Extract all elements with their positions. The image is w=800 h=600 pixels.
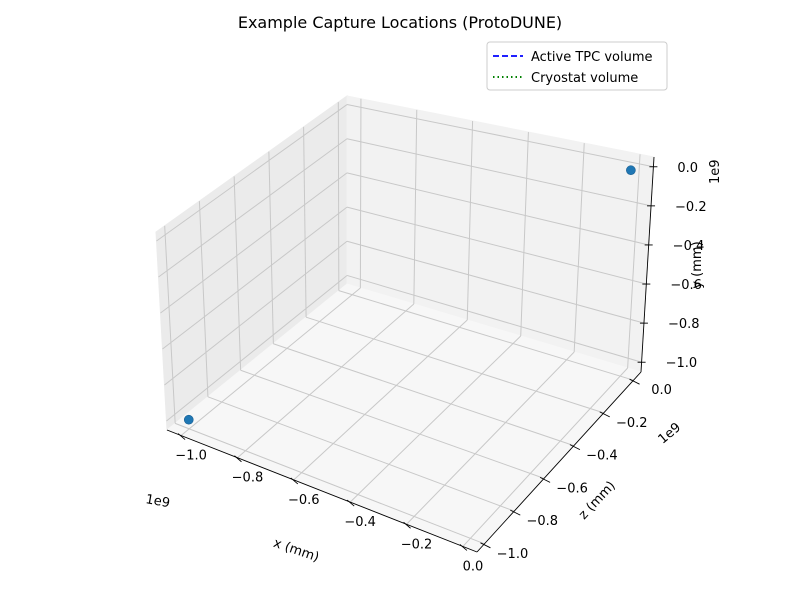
legend: Active TPC volume Cryostat volume	[486, 41, 668, 91]
x-tick-label: −0.4	[344, 515, 376, 530]
z-tick-label: −0.6	[556, 481, 588, 496]
x-gridline-back	[520, 132, 529, 337]
x-tick-label: 0.0	[463, 559, 484, 574]
z-gridline-floor	[240, 369, 545, 479]
x-tick-mark	[177, 433, 186, 440]
x-gridline-floor	[180, 287, 361, 436]
x-tick-mark	[234, 455, 242, 463]
x-axis-label: x (mm)	[271, 536, 321, 566]
x-tick-label: −0.8	[232, 471, 264, 486]
tick-labels: −1.0 −0.8 −0.6 −0.4 −0.2 0.0 −1.0 −0.8 −0.6 −0.4 −…	[175, 161, 706, 575]
x-gridline-floor	[406, 351, 575, 525]
z-gridline-floor	[273, 343, 575, 447]
z-tick-mark	[599, 411, 610, 418]
x-axis-line	[166, 429, 478, 553]
x-tick-mark	[403, 521, 411, 529]
chart-title: Example Capture Locations (ProtoDUNE)	[238, 13, 562, 32]
x-offset-label: 1e9	[144, 492, 171, 511]
z-tick-mark	[480, 542, 491, 549]
y-tick-label: −0.8	[668, 317, 700, 332]
y-gridline-left	[162, 206, 348, 350]
z-tick-label: 0.0	[651, 383, 672, 398]
y-gridline-left	[166, 275, 348, 422]
z-tick-mark	[539, 476, 551, 483]
y-gridline-back	[346, 104, 654, 168]
y-offset-label: 1e9	[708, 159, 723, 184]
x-gridline-floor	[237, 303, 415, 459]
x-tick-label: −0.6	[288, 493, 320, 508]
x-gridline-floor	[462, 367, 629, 547]
axes	[166, 156, 658, 553]
y-tick-label: −1.0	[666, 356, 698, 371]
z-gridline-floor	[305, 316, 604, 414]
z-gridline-floor	[338, 290, 634, 381]
z-tick-mark	[569, 444, 581, 451]
z-gridline-left	[164, 225, 176, 424]
z-gridline-left	[268, 151, 274, 344]
x-tick-mark	[346, 499, 355, 507]
x-gridline-back	[413, 109, 418, 305]
y-tick-label: −0.6	[670, 278, 702, 293]
z-tick-mark	[629, 378, 640, 385]
x-tick-mark	[459, 544, 468, 551]
y-gridline-back	[346, 274, 642, 363]
y-gridline-left	[158, 138, 348, 278]
y-gridline-back	[346, 138, 652, 207]
y-axis-label: y (mm)	[690, 241, 705, 288]
legend-box	[486, 41, 668, 91]
z-tick-label: −0.4	[586, 449, 618, 464]
data-points	[183, 165, 636, 425]
z-gridline-left	[198, 201, 209, 397]
z-gridline-left	[337, 102, 340, 291]
z-gridline-left	[233, 176, 242, 371]
y-axis-line	[640, 156, 655, 373]
grid-lines	[156, 98, 654, 547]
x-gridline-back	[466, 120, 474, 321]
y-tick-label: 0.0	[677, 161, 698, 176]
x-tick-label: −0.2	[401, 537, 433, 552]
z-offset-label: 1e9	[656, 420, 684, 447]
y-tick-label: −0.4	[673, 239, 705, 254]
data-point	[626, 165, 636, 176]
x-gridline-back	[627, 154, 641, 369]
z-tick-mark	[510, 509, 521, 516]
y-gridline-left	[156, 104, 348, 242]
z-gridline-floor	[207, 396, 515, 512]
x-gridline-back	[573, 143, 585, 353]
y-gridline-back	[346, 206, 647, 285]
y-gridline-back	[346, 240, 645, 324]
data-point	[183, 414, 194, 425]
z-gridline-left	[303, 126, 307, 318]
x-gridline-back	[359, 98, 362, 289]
legend-label-cryostat: Cryostat volume	[531, 71, 638, 86]
y-gridline-left	[160, 172, 348, 314]
legend-label-active-tpc: Active TPC volume	[531, 50, 653, 65]
x-tick-mark	[290, 477, 299, 485]
z-axis-line	[476, 371, 642, 553]
z-tick-label: −0.8	[526, 514, 558, 529]
y-gridline-back	[346, 172, 649, 246]
y-tick-label: −0.2	[675, 200, 707, 215]
x-tick-label: −1.0	[175, 449, 207, 464]
z-gridline-floor	[175, 422, 485, 545]
x-gridline-floor	[349, 335, 522, 503]
y-gridline-left	[164, 240, 348, 386]
z-tick-label: −0.2	[616, 416, 648, 431]
z-tick-label: −1.0	[497, 547, 529, 562]
x-gridline-floor	[293, 319, 468, 481]
axes-panes	[155, 95, 655, 553]
